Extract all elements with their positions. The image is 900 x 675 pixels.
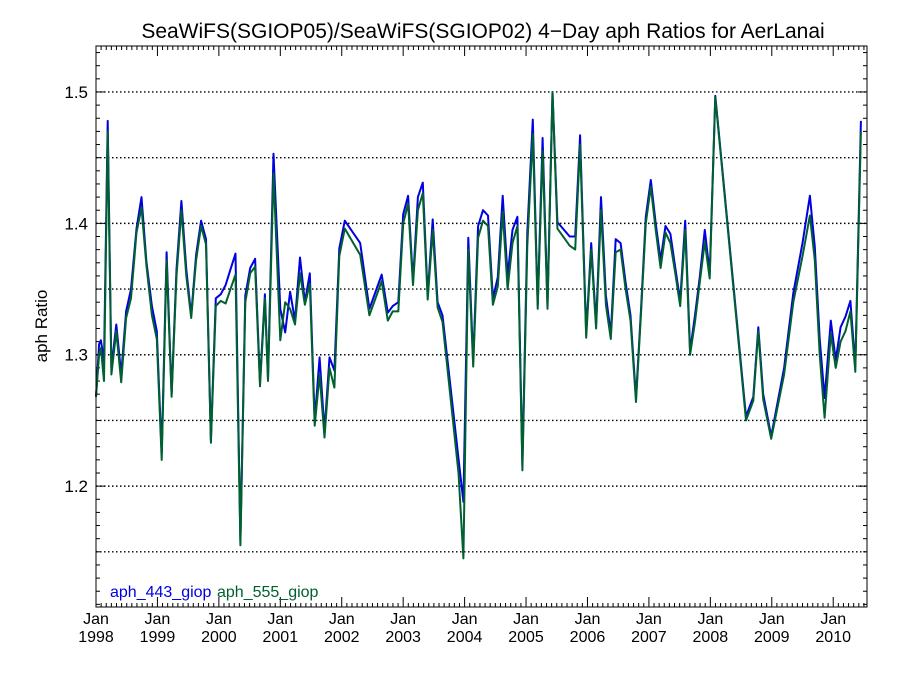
x-tick-month-5: Jan <box>390 611 416 628</box>
x-tick-month-1: Jan <box>145 611 171 628</box>
y-axis: 1.2 1.3 1.4 1.5 <box>64 52 867 605</box>
series-line-aph-555-giop <box>95 91 862 560</box>
x-tick-year-7: 2005 <box>508 629 544 646</box>
x-tick-year-6: 2004 <box>447 629 483 646</box>
legend: aph_443_giop aph_555_giop <box>110 584 319 601</box>
x-tick-year-9: 2007 <box>631 629 667 646</box>
y-tick-label-1: 1.3 <box>64 346 88 365</box>
series-lines <box>95 91 862 560</box>
x-tick-month-3: Jan <box>267 611 293 628</box>
x-tick-year-2: 2000 <box>201 629 237 646</box>
y-tick-label-3: 1.5 <box>64 83 88 102</box>
x-tick-month-10: Jan <box>697 611 723 628</box>
x-tick-year-11: 2009 <box>754 629 790 646</box>
x-tick-year-0: 1998 <box>78 629 114 646</box>
y-tick-label-0: 1.2 <box>64 477 88 496</box>
plot-frame <box>95 45 868 608</box>
x-tick-month-11: Jan <box>759 611 785 628</box>
x-tick-year-12: 2010 <box>815 629 851 646</box>
x-tick-year-1: 1999 <box>140 629 176 646</box>
x-tick-month-7: Jan <box>513 611 539 628</box>
x-tick-year-4: 2002 <box>324 629 360 646</box>
x-tick-year-5: 2003 <box>385 629 421 646</box>
x-tick-month-4: Jan <box>329 611 355 628</box>
x-tick-month-0: Jan <box>83 611 109 628</box>
x-tick-month-12: Jan <box>820 611 846 628</box>
x-tick-month-8: Jan <box>575 611 601 628</box>
x-tick-month-6: Jan <box>452 611 478 628</box>
x-tick-year-3: 2001 <box>263 629 299 646</box>
x-tick-year-8: 2006 <box>570 629 606 646</box>
x-tick-month-2: Jan <box>206 611 232 628</box>
legend-label-aph-443: aph_443_giop <box>110 584 212 601</box>
y-axis-title: aph Ratio <box>32 290 51 363</box>
x-axis: Jan1998Jan1999Jan2000Jan2001Jan2002Jan20… <box>78 46 865 646</box>
x-tick-month-9: Jan <box>636 611 662 628</box>
y-tick-label-2: 1.4 <box>64 214 88 233</box>
legend-label-aph-555: aph_555_giop <box>217 584 319 601</box>
x-tick-year-10: 2008 <box>693 629 729 646</box>
chart-title: SeaWiFS(SGIOP05)/SeaWiFS(SGIOP02) 4−Day … <box>141 20 824 43</box>
